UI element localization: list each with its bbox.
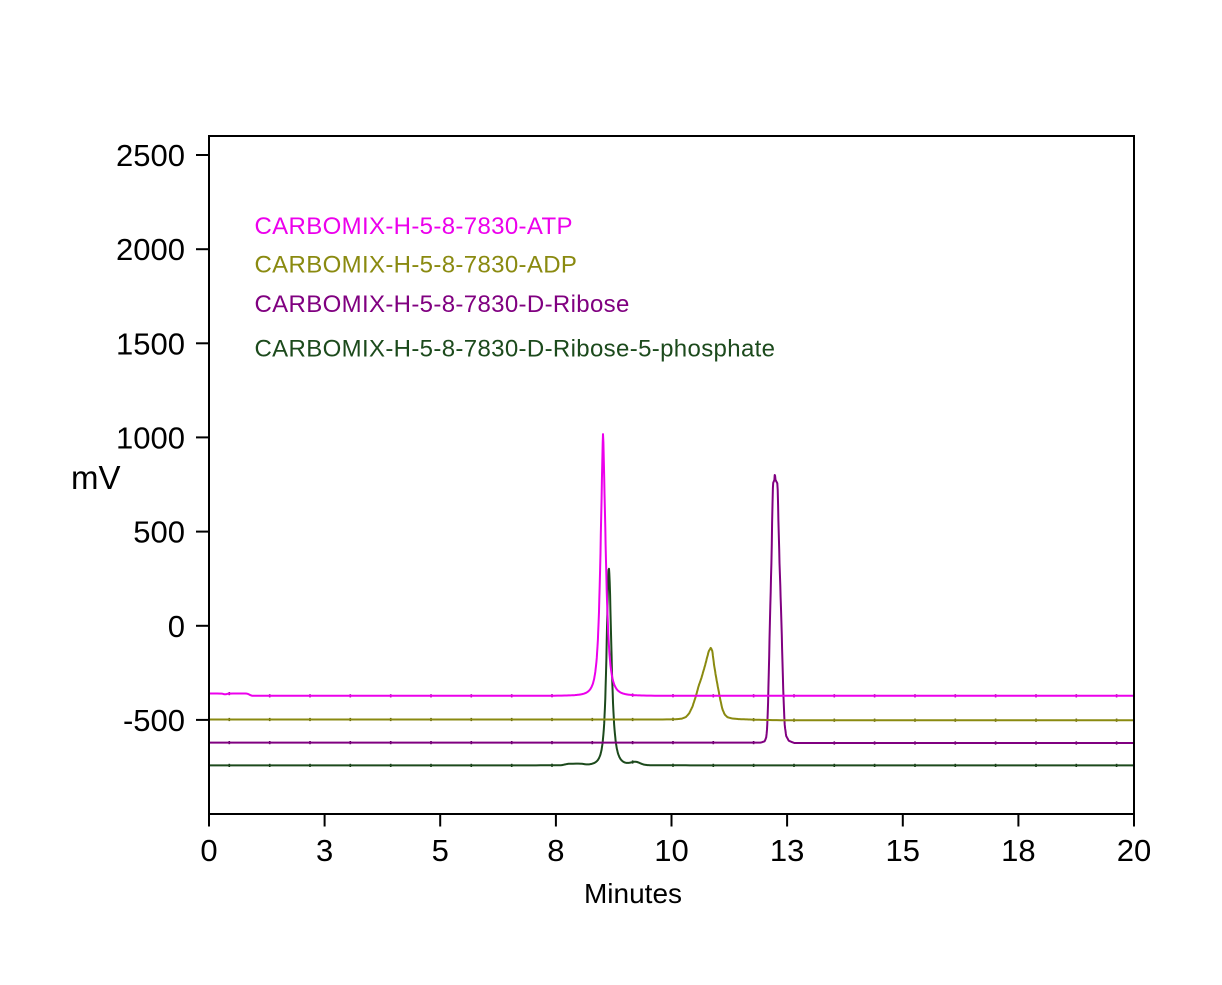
svg-text:CARBOMIX-H-5-8-7830-D-Ribose-5: CARBOMIX-H-5-8-7830-D-Ribose-5-phosphate	[255, 336, 776, 363]
svg-text:8: 8	[547, 833, 564, 868]
svg-text:18: 18	[1001, 833, 1035, 868]
svg-text:13: 13	[770, 833, 804, 868]
svg-text:15: 15	[886, 833, 920, 868]
svg-text:5: 5	[432, 833, 449, 868]
svg-text:2000: 2000	[116, 232, 185, 267]
svg-text:-500: -500	[123, 703, 185, 738]
svg-text:0: 0	[200, 833, 217, 868]
svg-text:500: 500	[133, 515, 185, 550]
svg-text:mV: mV	[71, 459, 121, 496]
svg-text:10: 10	[654, 833, 688, 868]
svg-text:1500: 1500	[116, 326, 185, 361]
svg-text:1000: 1000	[116, 420, 185, 455]
svg-text:3: 3	[316, 833, 333, 868]
svg-text:Minutes: Minutes	[584, 878, 682, 909]
svg-text:CARBOMIX-H-5-8-7830-ADP: CARBOMIX-H-5-8-7830-ADP	[255, 252, 578, 279]
svg-text:20: 20	[1117, 833, 1151, 868]
svg-text:CARBOMIX-H-5-8-7830-ATP: CARBOMIX-H-5-8-7830-ATP	[255, 213, 573, 240]
svg-text:0: 0	[168, 609, 185, 644]
svg-text:2500: 2500	[116, 138, 185, 173]
svg-text:CARBOMIX-H-5-8-7830-D-Ribose: CARBOMIX-H-5-8-7830-D-Ribose	[255, 291, 630, 318]
